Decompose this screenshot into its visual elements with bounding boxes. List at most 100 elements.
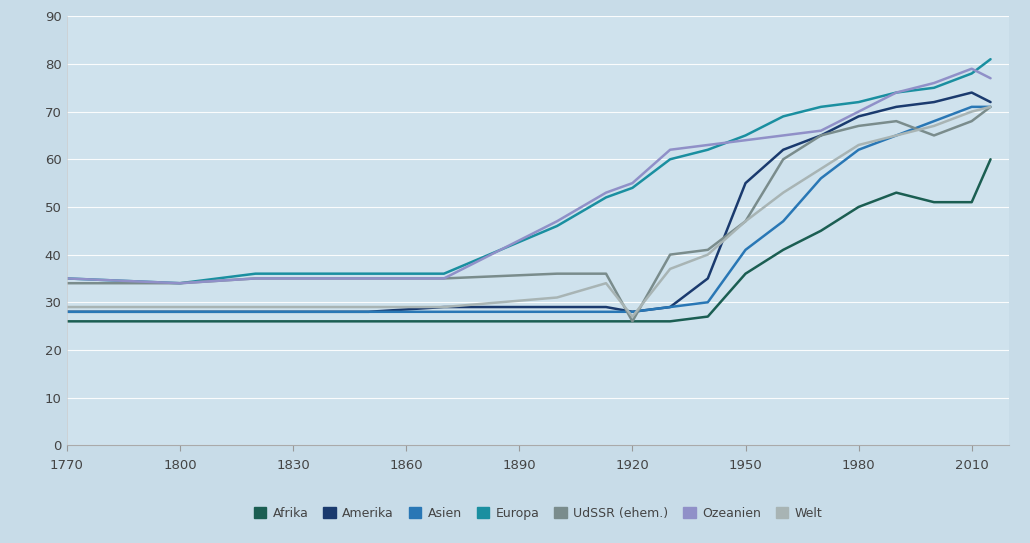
UdSSR (ehem.) (890, 118, 902, 124)
Europa (928, 85, 940, 91)
Afrika (815, 228, 827, 234)
Amerika (777, 147, 789, 153)
Asien (965, 104, 977, 110)
Amerika (249, 308, 262, 315)
UdSSR (ehem.) (777, 156, 789, 162)
Ozeanien (965, 66, 977, 72)
Afrika (363, 318, 375, 325)
Ozeanien (61, 275, 73, 282)
Asien (551, 308, 563, 315)
Amerika (853, 113, 865, 119)
Europa (740, 132, 752, 138)
UdSSR (ehem.) (551, 270, 563, 277)
Afrika (551, 318, 563, 325)
UdSSR (ehem.) (438, 275, 450, 282)
Ozeanien (701, 142, 714, 148)
Line: Ozeanien: Ozeanien (67, 69, 991, 283)
Welt (928, 123, 940, 129)
Line: Afrika: Afrika (67, 159, 991, 321)
Ozeanien (249, 275, 262, 282)
Amerika (599, 304, 612, 310)
Welt (701, 251, 714, 258)
Welt (599, 280, 612, 287)
Ozeanien (777, 132, 789, 138)
UdSSR (ehem.) (599, 270, 612, 277)
Afrika (438, 318, 450, 325)
Amerika (626, 308, 639, 315)
UdSSR (ehem.) (815, 132, 827, 138)
Ozeanien (174, 280, 186, 287)
Amerika (61, 308, 73, 315)
Asien (890, 132, 902, 138)
Welt (61, 304, 73, 310)
Welt (438, 304, 450, 310)
Welt (815, 166, 827, 172)
Ozeanien (815, 128, 827, 134)
Asien (777, 218, 789, 224)
Asien (249, 308, 262, 315)
Welt (740, 218, 752, 224)
Europa (599, 194, 612, 201)
UdSSR (ehem.) (853, 123, 865, 129)
Ozeanien (985, 75, 997, 81)
Europa (174, 280, 186, 287)
Asien (363, 308, 375, 315)
Afrika (701, 313, 714, 320)
Ozeanien (438, 275, 450, 282)
Amerika (438, 304, 450, 310)
UdSSR (ehem.) (965, 118, 977, 124)
Afrika (626, 318, 639, 325)
Legend: Afrika, Amerika, Asien, Europa, UdSSR (ehem.), Ozeanien, Welt: Afrika, Amerika, Asien, Europa, UdSSR (e… (249, 502, 827, 525)
UdSSR (ehem.) (664, 251, 677, 258)
Asien (174, 308, 186, 315)
Europa (815, 104, 827, 110)
Europa (701, 147, 714, 153)
Europa (664, 156, 677, 162)
Welt (853, 142, 865, 148)
Welt (965, 109, 977, 115)
Asien (928, 118, 940, 124)
UdSSR (ehem.) (701, 247, 714, 253)
Welt (249, 304, 262, 310)
Europa (777, 113, 789, 119)
Europa (551, 223, 563, 229)
Ozeanien (928, 80, 940, 86)
Amerika (985, 99, 997, 105)
Ozeanien (626, 180, 639, 186)
Afrika (928, 199, 940, 205)
Europa (626, 185, 639, 191)
Amerika (363, 308, 375, 315)
Europa (249, 270, 262, 277)
Europa (985, 56, 997, 62)
Ozeanien (363, 275, 375, 282)
Amerika (890, 104, 902, 110)
Europa (890, 89, 902, 96)
Welt (664, 266, 677, 272)
Afrika (599, 318, 612, 325)
Welt (363, 304, 375, 310)
Ozeanien (664, 147, 677, 153)
Asien (985, 104, 997, 110)
UdSSR (ehem.) (249, 275, 262, 282)
Afrika (740, 270, 752, 277)
Line: Welt: Welt (67, 107, 991, 317)
UdSSR (ehem.) (626, 318, 639, 325)
Line: Europa: Europa (67, 59, 991, 283)
Amerika (965, 89, 977, 96)
Amerika (740, 180, 752, 186)
Afrika (249, 318, 262, 325)
Asien (599, 308, 612, 315)
Afrika (890, 190, 902, 196)
UdSSR (ehem.) (363, 275, 375, 282)
Afrika (777, 247, 789, 253)
Europa (61, 275, 73, 282)
Asien (740, 247, 752, 253)
Amerika (174, 308, 186, 315)
Asien (853, 147, 865, 153)
Afrika (61, 318, 73, 325)
Asien (626, 308, 639, 315)
Afrika (664, 318, 677, 325)
Ozeanien (599, 190, 612, 196)
Welt (626, 313, 639, 320)
Afrika (174, 318, 186, 325)
